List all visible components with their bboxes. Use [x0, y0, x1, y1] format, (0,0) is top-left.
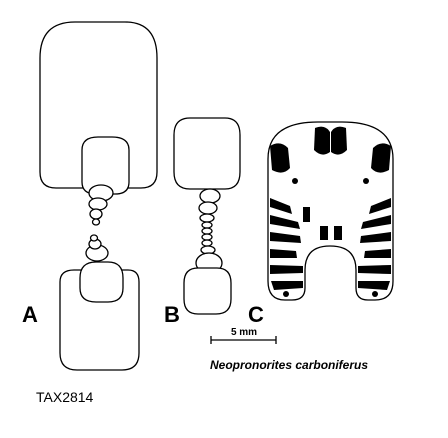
specimen-a-ventral: [59, 234, 140, 371]
scale-bar: [210, 336, 277, 344]
species-name: Neopronorites carboniferus: [210, 358, 368, 372]
panel-label-c: C: [248, 302, 264, 327]
specimen-c-patterned: [267, 121, 394, 301]
specimen-a-dorsal: [39, 21, 158, 226]
panel-label-b: B: [164, 302, 180, 327]
panel-label-a: A: [22, 302, 38, 327]
specimen-b-lateral: [173, 117, 241, 315]
scale-bar-label: 5 mm: [231, 327, 257, 338]
catalog-number: TAX2814: [36, 389, 94, 405]
